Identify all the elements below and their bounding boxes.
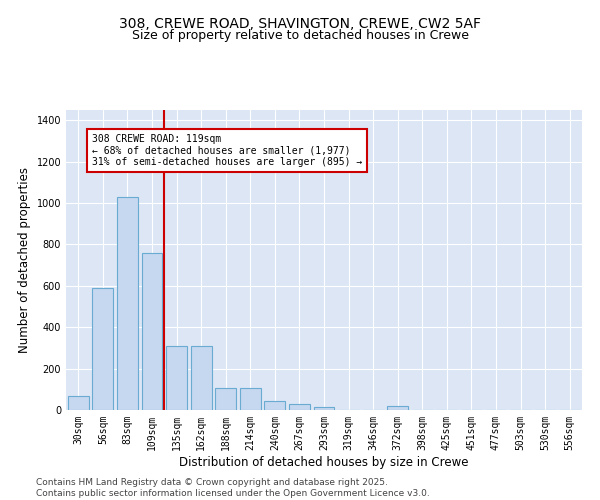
Bar [240,388,261,410]
X-axis label: Distribution of detached houses by size in Crewe: Distribution of detached houses by size … [179,456,469,468]
Bar [387,406,408,410]
Bar [92,288,113,410]
Text: Size of property relative to detached houses in Crewe: Size of property relative to detached ho… [131,29,469,42]
Bar [166,346,187,410]
Bar [191,346,212,410]
Bar [117,197,138,410]
Text: Contains HM Land Registry data © Crown copyright and database right 2025.
Contai: Contains HM Land Registry data © Crown c… [36,478,430,498]
Text: 308, CREWE ROAD, SHAVINGTON, CREWE, CW2 5AF: 308, CREWE ROAD, SHAVINGTON, CREWE, CW2 … [119,18,481,32]
Bar [215,388,236,410]
Y-axis label: Number of detached properties: Number of detached properties [18,167,31,353]
Text: 308 CREWE ROAD: 119sqm
← 68% of detached houses are smaller (1,977)
31% of semi-: 308 CREWE ROAD: 119sqm ← 68% of detached… [92,134,362,167]
Bar [289,404,310,410]
Bar [142,253,163,410]
Bar [68,396,89,410]
Bar [314,407,334,410]
Bar [265,400,286,410]
